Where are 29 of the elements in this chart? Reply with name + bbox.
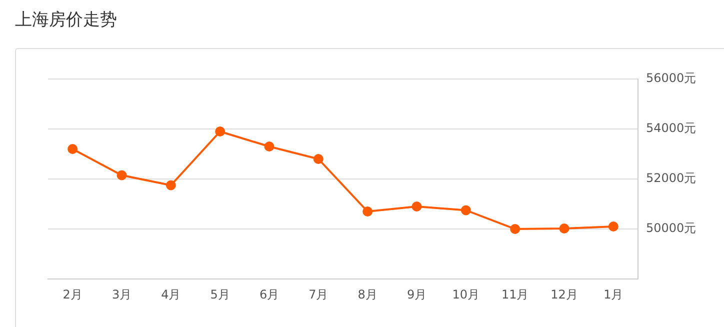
x-tick-label: 10月 [452,287,480,302]
x-tick-label: 11月 [501,287,529,302]
point [116,170,127,180]
x-tick-label: 3月 [112,287,132,302]
x-tick-label: 7月 [308,287,328,302]
y-tick-label: 54000元 [646,121,696,136]
point [215,126,226,136]
point [166,180,176,190]
x-tick-label: 9月 [406,287,427,302]
point [510,224,520,234]
point [460,205,471,216]
y-tick-label: 50000元 [646,221,696,236]
x-tick-label: 5月 [210,287,230,302]
x-tick-label: 6月 [259,287,280,302]
point [313,154,324,164]
x-tick-label: 1月 [604,287,624,302]
point [68,144,78,154]
y-tick-label: 56000元 [646,71,696,86]
point [362,206,373,216]
x-tick-label: 2月 [62,287,82,302]
chart-title: 上海房价走势 [15,9,117,31]
point [559,224,570,234]
point [608,222,618,232]
point [264,142,274,152]
x-tick-label: 4月 [161,287,181,302]
y-tick-label: 52000元 [646,171,696,186]
x-tick-label: 8月 [358,287,378,302]
x-tick-label: 12月 [550,287,578,302]
point [412,202,422,212]
